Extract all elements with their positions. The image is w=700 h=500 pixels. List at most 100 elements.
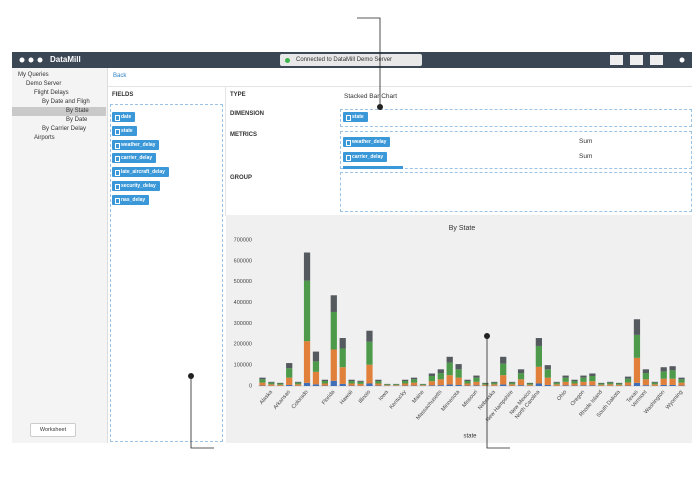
- bar-segment: [562, 385, 569, 386]
- metric-agg[interactable]: Sum: [579, 138, 593, 145]
- metric-agg[interactable]: Sum: [579, 153, 593, 160]
- bar-segment: [500, 384, 507, 386]
- y-tick-label: 400000: [234, 300, 252, 306]
- bar-segment: [651, 382, 658, 385]
- x-tick-label: Colorado: [291, 389, 310, 410]
- bar-segment: [446, 356, 453, 363]
- y-tick-label: 300000: [234, 321, 252, 327]
- bar-segment: [660, 378, 667, 385]
- chart-area: [226, 215, 692, 443]
- bar-segment: [517, 373, 525, 380]
- bar-segment: [473, 377, 480, 382]
- bar-segment: [473, 381, 480, 386]
- field-chip[interactable]: late_aircraft_delay: [112, 167, 169, 177]
- bar-segment: [535, 366, 542, 384]
- tree-item[interactable]: Airports: [34, 135, 55, 141]
- bar-segment: [259, 379, 266, 383]
- bar-segment: [526, 384, 534, 386]
- bar-segment: [357, 383, 364, 386]
- field-chip[interactable]: date: [112, 112, 136, 122]
- worksheet-button[interactable]: Worksheet: [30, 423, 76, 437]
- dimension-chip[interactable]: state: [343, 112, 368, 122]
- divider: [225, 86, 226, 216]
- field-chip[interactable]: nas_delay: [112, 195, 150, 205]
- y-tick-label: 700000: [234, 237, 252, 243]
- bar-segment: [402, 383, 409, 386]
- bar-segment: [375, 380, 382, 384]
- metrics-label: METRICS: [230, 132, 257, 138]
- field-chip[interactable]: security_delay: [112, 181, 160, 191]
- tree-item[interactable]: Flight Delays: [34, 90, 69, 96]
- tree-item[interactable]: Demo Server: [26, 81, 62, 87]
- bar-segment: [366, 330, 373, 342]
- type-label: TYPE: [230, 92, 246, 98]
- bar-segment: [642, 369, 649, 374]
- bar-segment: [544, 377, 551, 385]
- bar-segment: [473, 375, 480, 378]
- bar-segment: [339, 338, 346, 349]
- bar-segment: [509, 382, 516, 385]
- bar-segment: [321, 379, 328, 381]
- metric-chip[interactable]: weather_delay: [343, 137, 391, 147]
- bar-segment: [491, 381, 498, 383]
- bar-segment: [509, 381, 516, 383]
- bar-segment: [357, 380, 364, 382]
- tree-item[interactable]: By Date and Fligh: [42, 99, 90, 105]
- tree-item[interactable]: My Queries: [18, 72, 49, 78]
- bar-segment: [660, 367, 667, 372]
- tree-item[interactable]: By Carrier Delay: [42, 126, 87, 132]
- bar-segment: [633, 357, 641, 383]
- bar-segment: [277, 382, 284, 384]
- metric-chip[interactable]: carrier_delay: [343, 152, 388, 162]
- bar-segment: [303, 280, 311, 342]
- divider: [108, 86, 692, 87]
- bar-segment: [295, 384, 302, 386]
- bar-segment: [348, 379, 355, 381]
- bar-segment: [366, 341, 373, 365]
- bar-segment: [348, 380, 355, 384]
- bar-segment: [393, 385, 400, 386]
- bar-segment: [295, 382, 302, 385]
- bar-segment: [624, 376, 632, 379]
- bar-segment: [384, 384, 391, 386]
- field-chip[interactable]: carrier_delay: [112, 153, 157, 163]
- bar-segment: [357, 381, 364, 384]
- bar-segment: [589, 385, 596, 386]
- bar-segment: [268, 381, 275, 383]
- bar-segment: [446, 375, 453, 385]
- chart-title: By State: [449, 225, 476, 232]
- bar-segment: [375, 383, 382, 386]
- bar-segment: [428, 381, 435, 386]
- bar-segment: [607, 381, 614, 383]
- bar-segment: [312, 351, 320, 362]
- field-chip[interactable]: state: [112, 126, 137, 136]
- bar-segment: [277, 384, 284, 386]
- bar-segment: [509, 384, 516, 386]
- field-chip[interactable]: weather_delay: [112, 140, 160, 150]
- bar-segment: [580, 381, 587, 386]
- bar-segment: [321, 380, 328, 384]
- tree-item[interactable]: By Date: [66, 117, 88, 123]
- back-link[interactable]: Back: [113, 73, 127, 79]
- bar-segment: [526, 382, 534, 384]
- bar-segment: [303, 382, 311, 386]
- bar-segment: [303, 341, 311, 383]
- bar-segment: [580, 375, 587, 378]
- bar-segment: [500, 356, 507, 364]
- bar-segment: [642, 379, 649, 386]
- fields-box: [110, 104, 223, 442]
- status-text: Connected to DataMill Demo Server: [296, 57, 393, 63]
- bar-segment: [375, 379, 382, 381]
- bar-segment: [286, 363, 293, 369]
- bar-segment: [598, 383, 605, 385]
- bar-segment: [393, 384, 400, 386]
- x-tick-label: Oregon: [570, 389, 586, 407]
- bar-segment: [268, 384, 275, 386]
- bar-segment: [410, 379, 418, 383]
- tree-item-selected[interactable]: By State: [12, 107, 106, 116]
- bar-segment: [553, 382, 560, 385]
- bar-segment: [464, 380, 471, 384]
- bar-segment: [259, 377, 266, 380]
- bar-segment: [482, 383, 489, 385]
